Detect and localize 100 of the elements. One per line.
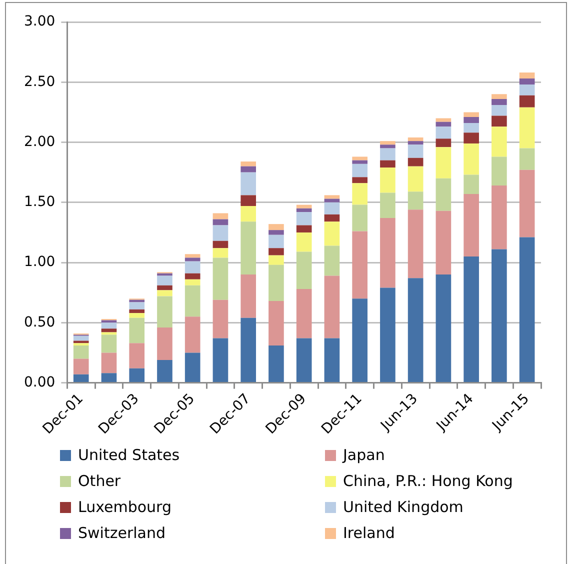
bar bbox=[184, 352, 200, 382]
bar bbox=[184, 258, 200, 262]
bar bbox=[73, 374, 89, 382]
bar bbox=[240, 206, 256, 222]
bar bbox=[129, 368, 145, 382]
bar bbox=[352, 183, 368, 205]
bar bbox=[492, 98, 507, 105]
bar bbox=[380, 218, 396, 288]
bar bbox=[436, 210, 452, 275]
bar bbox=[519, 107, 535, 148]
bar bbox=[240, 162, 256, 166]
y-tick-label: 2.00 bbox=[24, 134, 56, 150]
bar bbox=[352, 160, 368, 164]
bar bbox=[157, 290, 172, 296]
bar bbox=[464, 123, 479, 133]
bar bbox=[129, 309, 145, 314]
bar bbox=[212, 219, 228, 226]
bar bbox=[212, 248, 228, 258]
bar bbox=[380, 160, 396, 168]
legend-label: China, P.R.: Hong Kong bbox=[343, 472, 513, 490]
bar bbox=[408, 192, 424, 210]
bar bbox=[296, 225, 312, 232]
bar bbox=[268, 224, 284, 230]
bar bbox=[324, 195, 340, 199]
bar bbox=[380, 192, 396, 218]
bar bbox=[212, 225, 228, 241]
bar bbox=[212, 213, 228, 220]
bar bbox=[492, 126, 507, 157]
bar bbox=[296, 208, 312, 212]
bar bbox=[492, 116, 507, 127]
bar bbox=[408, 278, 424, 382]
bar bbox=[268, 255, 284, 265]
legend-label: United States bbox=[78, 446, 180, 464]
bar bbox=[464, 117, 479, 124]
bar bbox=[212, 338, 228, 382]
bar bbox=[464, 174, 479, 194]
bar bbox=[380, 144, 396, 148]
bar bbox=[352, 298, 368, 382]
bar bbox=[129, 343, 145, 368]
bar bbox=[129, 302, 145, 310]
y-tick-label: 1.50 bbox=[24, 194, 56, 210]
bar bbox=[492, 186, 507, 250]
bar bbox=[519, 78, 535, 85]
bar bbox=[240, 274, 256, 318]
bar bbox=[436, 147, 452, 178]
bar bbox=[324, 246, 340, 276]
bar bbox=[408, 210, 424, 278]
bar bbox=[73, 346, 89, 359]
bar bbox=[240, 166, 256, 172]
bar bbox=[129, 318, 145, 344]
bar bbox=[184, 316, 200, 353]
bar bbox=[212, 300, 228, 338]
bar bbox=[436, 118, 452, 122]
bar bbox=[184, 279, 200, 286]
bar bbox=[352, 164, 368, 178]
bar bbox=[157, 327, 172, 360]
bar bbox=[268, 264, 284, 302]
bar bbox=[101, 328, 117, 332]
bar bbox=[492, 104, 507, 116]
bar bbox=[408, 144, 424, 158]
y-tick-label: 3.00 bbox=[24, 14, 56, 30]
bar bbox=[464, 143, 479, 175]
legend-label: Other bbox=[78, 472, 121, 490]
y-tick-label: 1.00 bbox=[24, 254, 56, 270]
bar bbox=[157, 296, 172, 328]
bar bbox=[324, 214, 340, 222]
bar bbox=[73, 343, 89, 346]
bar bbox=[436, 122, 452, 127]
y-tick-label: 0.00 bbox=[24, 374, 56, 390]
bar bbox=[268, 301, 284, 346]
bar bbox=[436, 138, 452, 148]
bar bbox=[519, 170, 535, 238]
bar bbox=[436, 178, 452, 211]
bar bbox=[101, 334, 117, 353]
bar bbox=[324, 338, 340, 382]
bar bbox=[184, 261, 200, 274]
bar bbox=[296, 232, 312, 252]
bar bbox=[296, 338, 312, 382]
y-tick-label: 2.50 bbox=[24, 74, 56, 90]
bar bbox=[352, 204, 368, 232]
bar bbox=[157, 276, 172, 286]
bar bbox=[492, 249, 507, 382]
bar bbox=[129, 313, 145, 318]
bar bbox=[101, 373, 117, 382]
bar bbox=[101, 322, 117, 329]
bar bbox=[296, 212, 312, 226]
bar bbox=[240, 222, 256, 275]
bar bbox=[492, 156, 507, 186]
bar bbox=[240, 318, 256, 382]
bar bbox=[408, 141, 424, 145]
bar bbox=[184, 273, 200, 280]
bar bbox=[352, 231, 368, 299]
bar bbox=[436, 126, 452, 139]
bar bbox=[519, 72, 535, 79]
bar bbox=[324, 198, 340, 202]
bar bbox=[184, 254, 200, 258]
bar bbox=[352, 156, 368, 160]
bar bbox=[380, 148, 396, 160]
bar bbox=[212, 258, 228, 300]
bar bbox=[212, 240, 228, 248]
